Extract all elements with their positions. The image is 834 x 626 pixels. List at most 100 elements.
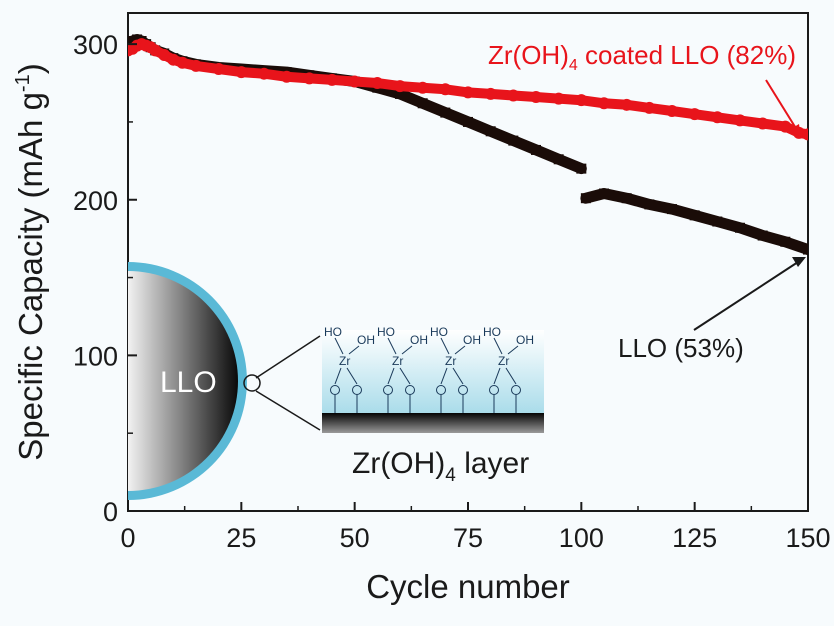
data-point-llo: [712, 216, 723, 227]
data-point-coated: [484, 87, 497, 100]
annotation-coated-arrow: [765, 79, 798, 131]
x-tick-label: 75: [453, 523, 483, 553]
y-axis-label: Specific Capacity (mAh g-1): [12, 63, 49, 460]
annotation-coated-sub: 4: [569, 57, 578, 74]
molecule-bond: [399, 367, 411, 385]
data-point-llo: [644, 199, 655, 210]
molecule-bond: [452, 367, 464, 385]
data-point-coated: [258, 67, 270, 80]
data-point-coated: [326, 73, 338, 86]
molecule-bond: [493, 337, 503, 355]
x-axis-label: Cycle number: [366, 568, 570, 605]
data-point-coated: [149, 44, 162, 57]
data-point-coated: [666, 105, 678, 118]
data-point-coated: [280, 70, 293, 83]
molecule-text: OH: [463, 333, 481, 347]
annotation-coated-tail: coated LLO (82%): [578, 40, 796, 70]
data-point-llo: [440, 107, 451, 118]
y-axis-label-sup: -1: [12, 74, 34, 92]
inset-layer-label: Zr(OH)4 layer: [352, 447, 529, 486]
molecule-text: HO: [377, 325, 395, 339]
data-point-coated: [734, 114, 746, 127]
data-point-llo: [735, 222, 745, 233]
molecule-bond: [454, 345, 466, 355]
molecule-bond: [334, 367, 342, 385]
data-point-coated: [190, 59, 202, 72]
x-axis-ticks: 0 25 50 75 100 125 150: [120, 502, 831, 553]
annotation-llo: LLO (53%): [618, 333, 744, 363]
data-point-coated: [598, 97, 610, 110]
y-tick-label: 200: [73, 186, 118, 216]
data-point-coated: [575, 94, 588, 107]
annotation-llo-arrowhead: [792, 257, 806, 267]
data-point-coated: [620, 98, 633, 111]
zr-oh-molecule: HO OH Zr: [483, 325, 534, 413]
y-axis-label-close: ): [12, 63, 49, 74]
data-point-coated: [303, 72, 316, 85]
inset-layer-label-main: Zr(OH): [352, 447, 445, 480]
data-point-llo: [417, 98, 428, 109]
inset-layer-label-sub: 4: [445, 465, 456, 486]
data-point-coated: [348, 75, 361, 88]
zr-oh-molecule: HO OH Zr: [430, 325, 481, 413]
x-tick-label: 25: [226, 523, 256, 553]
data-point-coated: [779, 120, 792, 133]
annotation-coated: Zr(OH)4 coated LLO (82%): [488, 40, 796, 74]
data-point-llo: [757, 230, 768, 241]
oxygen-atom: [436, 385, 446, 395]
y-axis-ticks: 0 100 200 300: [73, 30, 137, 527]
y-tick-label: 0: [103, 497, 118, 527]
data-point-coated: [688, 108, 701, 121]
data-point-coated: [552, 92, 565, 105]
data-point-llo: [553, 154, 564, 165]
zoom-line-top: [255, 335, 321, 379]
data-point-llo: [580, 193, 591, 204]
zoom-substrate-slab: [322, 413, 544, 433]
oxygen-atom: [405, 385, 415, 395]
data-point-coated: [371, 77, 384, 90]
zoom-circle: [243, 374, 261, 392]
x-tick-label: 50: [340, 523, 370, 553]
molecule-text: OH: [516, 333, 534, 347]
oxygen-atom: [383, 385, 393, 395]
data-point-llo: [621, 193, 632, 204]
molecule-bond: [348, 345, 360, 355]
inset-layer-label-tail: layer: [456, 447, 529, 480]
data-point-llo: [803, 244, 808, 255]
data-point-coated: [507, 89, 520, 102]
series-coated: [128, 38, 808, 141]
oxygen-atom: [511, 385, 521, 395]
inset-particle-label: LLO: [160, 366, 217, 399]
zoom-line-bottom: [255, 390, 321, 431]
data-point-coated: [802, 128, 808, 141]
molecule-bond: [401, 345, 413, 355]
zoom-coating-layer: [322, 330, 544, 414]
data-point-coated: [530, 91, 542, 104]
data-point-coated: [756, 117, 769, 130]
data-point-llo: [576, 163, 587, 174]
data-point-coated: [212, 63, 225, 76]
molecule-text: Zr: [392, 354, 403, 368]
llo-particle: [128, 271, 238, 491]
data-point-llo: [508, 135, 519, 146]
molecule-bond: [387, 367, 395, 385]
annotation-coated-main: Zr(OH): [488, 40, 569, 70]
molecule-bond: [334, 337, 344, 355]
molecule-bond: [440, 367, 448, 385]
molecule-bond: [440, 337, 450, 355]
molecule-text: Zr: [445, 354, 456, 368]
x-tick-label: 125: [672, 523, 717, 553]
y-axis-label-main: Specific Capacity (mAh g: [12, 92, 49, 461]
y-tick-label: 100: [73, 341, 118, 371]
molecule-bond: [493, 367, 501, 385]
data-point-coated: [167, 53, 180, 66]
data-point-coated: [176, 56, 189, 69]
molecule-text: OH: [357, 333, 375, 347]
molecule-bond: [507, 345, 519, 355]
zr-oh-molecule: HO OH Zr: [377, 325, 428, 413]
data-point-coated: [235, 66, 248, 79]
data-point-coated: [394, 80, 406, 93]
